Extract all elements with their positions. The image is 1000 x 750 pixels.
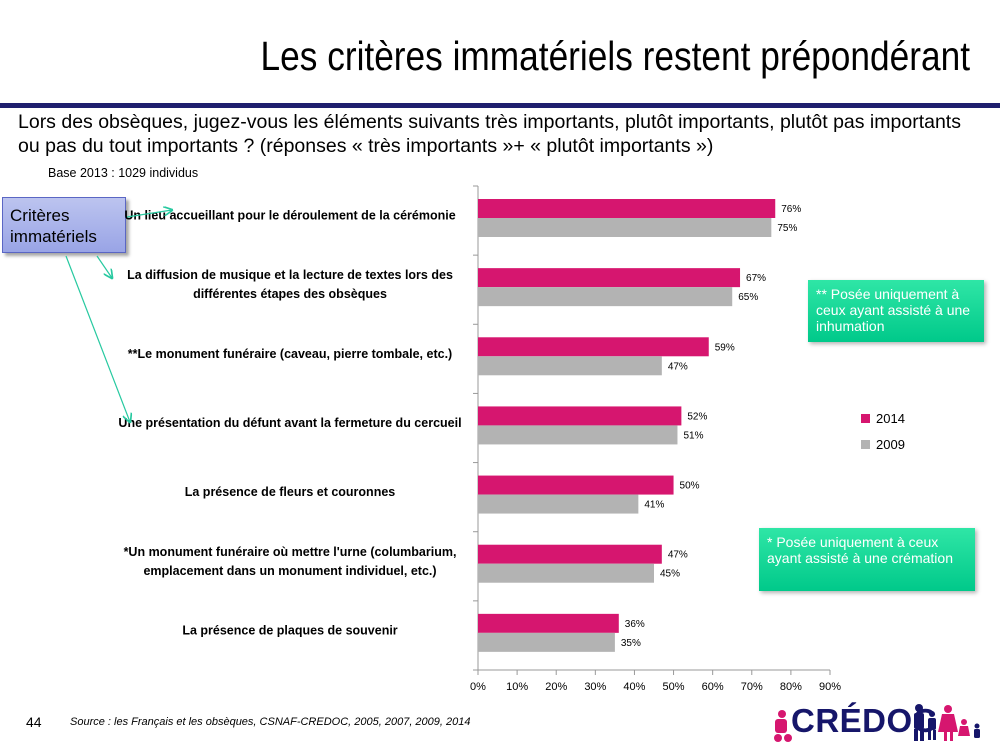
arrow-icon [65, 255, 130, 422]
bar-2014 [478, 544, 662, 564]
note-cremation: * Posée uniquement à ceux ayant assisté … [759, 528, 975, 591]
bar-2014 [478, 475, 674, 495]
bar-2014 [478, 613, 619, 633]
source-line: Source : les Français et les obsèques, C… [70, 716, 471, 728]
bar-2014 [478, 406, 682, 426]
x-tick-label: 50% [663, 681, 685, 693]
category-label: La présence de fleurs et couronnes [185, 485, 396, 499]
category-label: Une présentation du défunt avant la ferm… [118, 416, 461, 430]
bar-2009 [478, 425, 678, 445]
category-label: **Le monument funéraire (caveau, pierre … [128, 347, 452, 361]
category-label: *Un monument funéraire où mettre l'urne … [124, 545, 457, 578]
x-tick-label: 40% [623, 681, 645, 693]
x-tick-label: 0% [470, 681, 486, 693]
legend-label: 2014 [876, 411, 905, 426]
title-rule [0, 103, 1000, 108]
x-tick-label: 70% [741, 681, 763, 693]
bar-2009 [478, 632, 615, 652]
arrow-icon [126, 210, 172, 218]
category-label: La diffusion de musique et la lecture de… [127, 268, 453, 301]
family-icon [774, 704, 980, 742]
data-label-2009: 51% [683, 430, 703, 441]
arrow-icon [96, 255, 112, 278]
x-tick-label: 20% [545, 681, 567, 693]
category-label: Un lieu accueillant pour le déroulement … [124, 209, 455, 223]
data-label-2014: 50% [680, 481, 700, 492]
bar-2014 [478, 337, 709, 357]
category-box: Critères immatériels [2, 197, 126, 253]
data-label-2009: 41% [644, 500, 664, 511]
base-note: Base 2013 : 1029 individus [48, 166, 199, 180]
data-label-2014: 59% [715, 342, 735, 353]
question-text: Lors des obsèques, jugez-vous les élémen… [18, 111, 961, 157]
data-label-2009: 47% [668, 361, 688, 372]
bar-2014 [478, 199, 776, 218]
data-label-2009: 75% [777, 223, 797, 234]
page-number: 44 [26, 714, 42, 730]
data-label-2009: 35% [621, 638, 641, 649]
bar-2009 [478, 218, 772, 237]
credoc-logo: CRÉDOC [770, 700, 990, 746]
bar-2014 [478, 268, 741, 288]
data-label-2014: 47% [668, 550, 688, 561]
bar-2009 [478, 494, 639, 514]
x-tick-label: 10% [506, 681, 528, 693]
bar-2009 [478, 356, 662, 376]
data-label-2014: 76% [781, 204, 801, 215]
x-tick-label: 30% [584, 681, 606, 693]
data-label-2014: 36% [625, 619, 645, 630]
bar-2009 [478, 563, 654, 583]
x-tick-label: 90% [819, 681, 841, 693]
x-tick-label: 60% [702, 681, 724, 693]
legend-swatch [861, 440, 870, 449]
x-tick-label: 80% [780, 681, 802, 693]
data-label-2014: 67% [746, 273, 766, 284]
slide-title: Les critères immatériels restent prépond… [260, 33, 971, 79]
logo-text: CRÉDOC [791, 702, 938, 739]
legend-label: 2009 [876, 437, 905, 452]
data-label-2009: 45% [660, 569, 680, 580]
data-label-2014: 52% [687, 411, 707, 422]
category-label: La présence de plaques de souvenir [182, 623, 397, 637]
legend-swatch [861, 414, 870, 423]
note-inhumation: ** Posée uniquement à ceux ayant assisté… [808, 280, 984, 342]
data-label-2009: 65% [738, 292, 758, 303]
bar-2009 [478, 287, 733, 307]
